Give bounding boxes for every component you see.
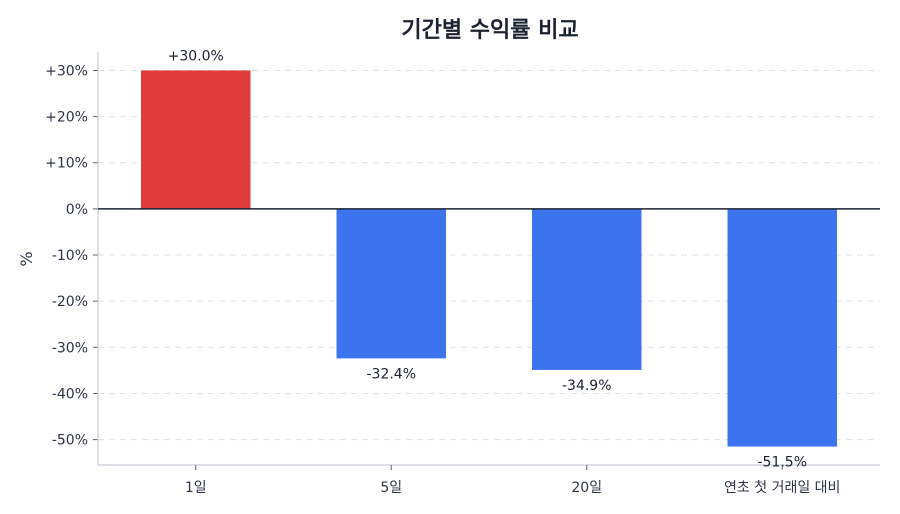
- value-label: +30.0%: [168, 48, 224, 64]
- y-tick-label: -10%: [52, 248, 88, 264]
- x-tick-label: 20일: [571, 480, 602, 496]
- y-tick-label: -30%: [52, 340, 88, 356]
- x-tick-label: 5일: [380, 480, 402, 496]
- y-tick-label: +30%: [45, 63, 88, 79]
- y-tick-label: -50%: [52, 433, 88, 449]
- chart-title: 기간별 수익률 비교: [401, 18, 579, 43]
- bar: [532, 208, 642, 370]
- value-label: -34.9%: [562, 378, 612, 394]
- y-tick-label: -20%: [52, 294, 88, 310]
- y-tick-label: +10%: [45, 156, 88, 172]
- bar: [727, 208, 837, 447]
- y-axis-title: %: [17, 251, 36, 266]
- x-tick-label: 1일: [185, 480, 207, 496]
- value-label: -32.4%: [366, 366, 416, 382]
- bar: [141, 70, 251, 209]
- y-tick-label: -40%: [52, 386, 88, 402]
- labels-layer: +30.0% -32.4% -34.9% -51.5%: [168, 48, 807, 470]
- y-tick-label: 0%: [66, 202, 88, 218]
- y-tick-label: +20%: [45, 110, 88, 126]
- x-tick-label: 연초 첫 거래일 대비: [724, 480, 840, 496]
- axes-layer: +30% +20% +10% 0% -10% -20% -30% -40% -50% 1일 5일 20…: [45, 52, 880, 496]
- value-label: -51.5%: [757, 455, 807, 471]
- bar: [336, 208, 446, 359]
- bars-layer: [141, 70, 837, 447]
